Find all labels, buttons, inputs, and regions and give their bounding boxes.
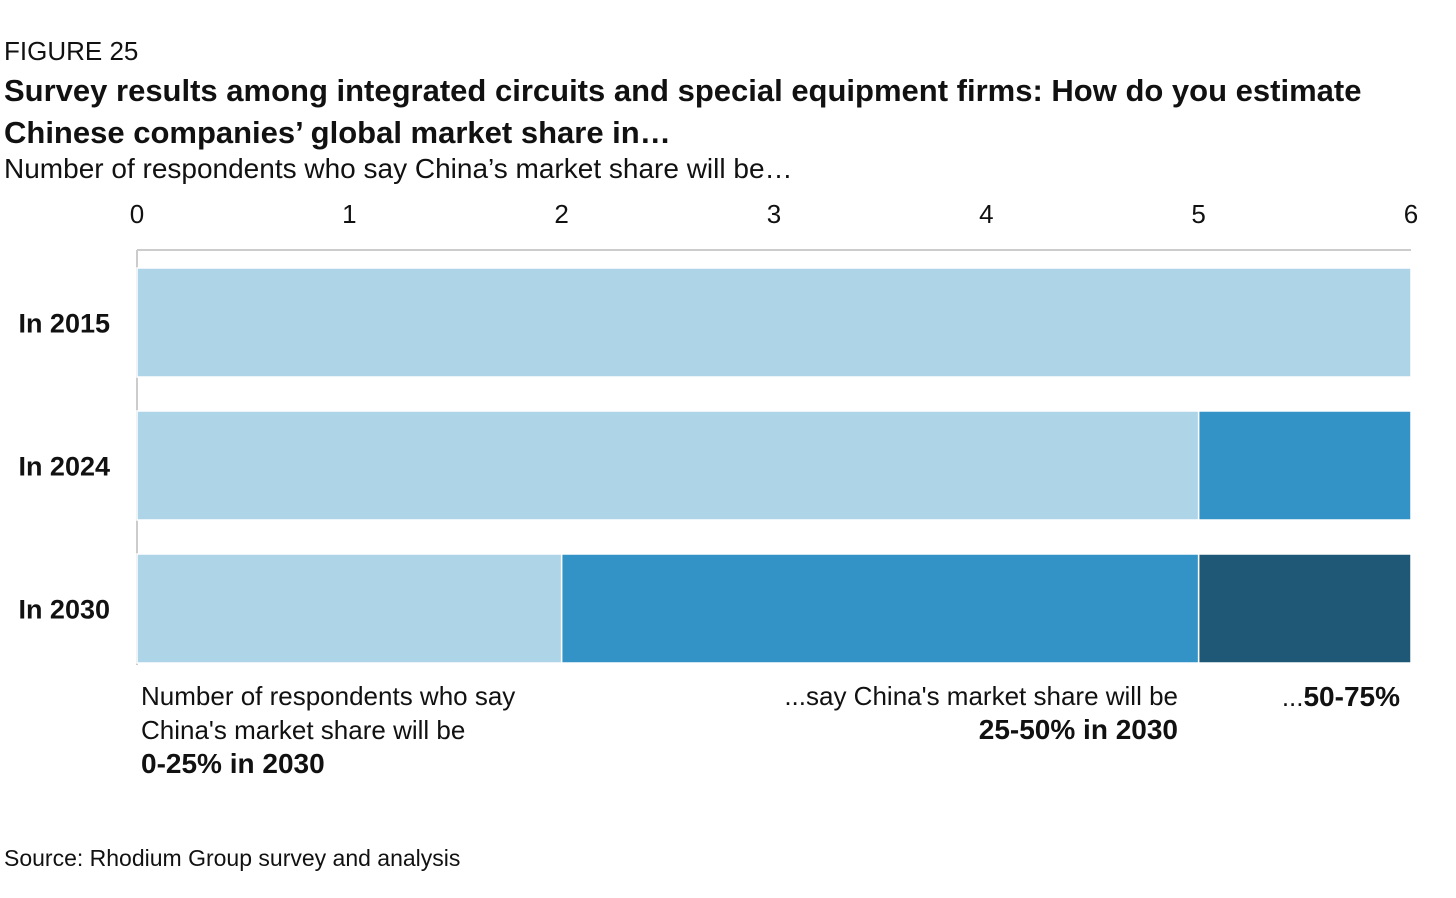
annotation-25-50: ...say China's market share will be 25-5… xyxy=(784,679,1178,747)
annotation-50-75: ...50-75% xyxy=(1282,680,1400,714)
source-note: Source: Rhodium Group survey and analysi… xyxy=(4,845,461,871)
category-label: In 2030 xyxy=(18,595,110,625)
annotation-0-25-line-2: China's market share will be xyxy=(141,715,466,745)
x-tick-label: 6 xyxy=(1404,199,1418,229)
bar-segment xyxy=(136,267,1412,378)
x-tick-label: 5 xyxy=(1191,199,1205,229)
x-tick-label: 0 xyxy=(130,199,144,229)
annotation-0-25-line-1: Number of respondents who say xyxy=(141,681,516,711)
annotation-25-50-bold: 25-50% in 2030 xyxy=(978,714,1178,745)
bar-segment xyxy=(1197,410,1412,521)
stacked-bar-chart: 0 1 2 3 4 5 6 In 2015 In 2024 In 2030 xyxy=(18,199,1418,665)
bar-segment xyxy=(136,410,1200,521)
category-label: In 2024 xyxy=(18,452,110,482)
annotation-50-75-prefix: ... xyxy=(1281,682,1304,712)
x-tick-label: 1 xyxy=(342,199,356,229)
annotation-25-50-line-1: ...say China's market share will be xyxy=(784,681,1178,711)
bar-segment xyxy=(1197,553,1412,664)
bar-segment xyxy=(560,553,1200,664)
chart-title: Survey results among integrated circuits… xyxy=(4,73,1362,150)
chart-subtitle: Number of respondents who say China’s ma… xyxy=(4,153,793,184)
figure-label: FIGURE 25 xyxy=(4,36,139,66)
bar-segment xyxy=(136,553,563,664)
category-label: In 2015 xyxy=(18,309,110,339)
x-tick-label: 4 xyxy=(979,199,993,229)
x-tick-label: 2 xyxy=(554,199,568,229)
x-tick-label: 3 xyxy=(767,199,781,229)
annotation-0-25-bold: 0-25% in 2030 xyxy=(141,748,325,779)
annotation-50-75-bold: 50-75% xyxy=(1303,681,1400,712)
annotation-0-25: Number of respondents who say China's ma… xyxy=(141,679,515,781)
